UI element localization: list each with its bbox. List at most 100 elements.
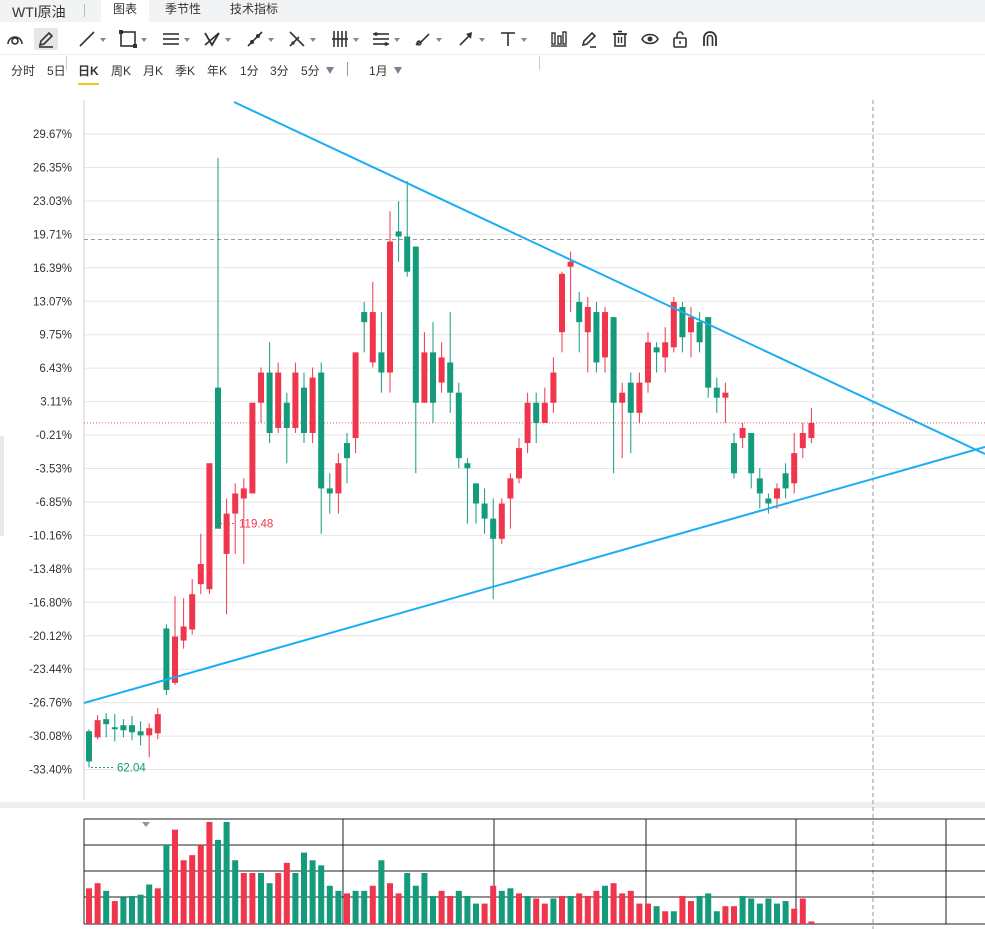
candle-body (791, 453, 798, 484)
candle (799, 422, 806, 459)
candle (335, 453, 342, 514)
side-panel-handle[interactable] (0, 436, 4, 536)
volume-bar (378, 860, 385, 924)
candle-body (438, 357, 445, 383)
candle-body (662, 342, 669, 358)
chevron-down-icon (393, 67, 402, 74)
candle-body (490, 518, 497, 539)
volume-bar (533, 898, 540, 924)
volume-bar (111, 901, 118, 924)
candle (541, 387, 548, 423)
month-select-value: 1月 (369, 64, 388, 78)
volume-bar (774, 903, 780, 924)
text-icon[interactable] (498, 28, 527, 50)
volume-bar (404, 873, 411, 924)
candle-body (481, 503, 488, 519)
volume-bar (318, 865, 325, 924)
candle (584, 296, 591, 373)
period-1min[interactable]: 1分 (240, 64, 259, 78)
volume-bar (361, 890, 368, 924)
period-5min[interactable]: 5分 (301, 62, 334, 79)
pencil-icon[interactable] (34, 28, 58, 50)
measure-icon[interactable] (245, 28, 274, 50)
candle (111, 714, 118, 742)
volume-bar (94, 883, 101, 924)
period-yearly[interactable]: 年K (207, 64, 228, 78)
toolbar-separator (66, 56, 67, 70)
volume-pane (83, 818, 985, 925)
trash-icon[interactable] (610, 28, 630, 50)
candle (232, 483, 239, 554)
volume-bar (154, 888, 161, 924)
candle-body (430, 352, 436, 403)
volume-bar (447, 895, 454, 924)
period-5min-label: 5分 (301, 64, 320, 78)
bar-indicator-icon[interactable] (549, 28, 569, 50)
arrow-icon[interactable] (456, 28, 485, 50)
volume-bar (369, 885, 376, 924)
volume-bar (326, 885, 333, 924)
volume-bar (791, 908, 798, 924)
candle-body (326, 488, 333, 494)
line-icon[interactable] (77, 28, 106, 50)
candle-body (653, 347, 660, 353)
eye-icon[interactable] (640, 28, 660, 50)
volume-bar (344, 893, 350, 924)
period-5day[interactable]: 5日 (47, 64, 66, 78)
candle-body (799, 432, 806, 449)
period-daily[interactable]: 日K (78, 62, 99, 85)
candle-body (636, 382, 643, 413)
volume-bar (258, 873, 264, 924)
tab-chart[interactable]: 图表 (101, 0, 149, 22)
candle-body (335, 463, 342, 494)
volume-bar (507, 888, 514, 924)
candle (507, 473, 514, 529)
candle-body (455, 392, 462, 459)
candle-body (361, 312, 368, 323)
volume-bar (524, 895, 531, 924)
candle-body (240, 488, 247, 499)
fibonacci-icon[interactable] (287, 28, 316, 50)
rectangle-icon[interactable] (118, 28, 147, 50)
candle (266, 342, 273, 444)
parallel-lines-icon[interactable] (161, 28, 190, 50)
candle (705, 317, 712, 398)
month-select[interactable]: 1月 (369, 62, 402, 79)
toolbar-separator (539, 56, 540, 70)
volume-bar (782, 901, 789, 924)
tab-indicators[interactable]: 技术指标 (229, 2, 278, 16)
gann-icon[interactable] (371, 28, 400, 50)
candle (756, 468, 763, 509)
candle (387, 211, 393, 393)
volume-bar (541, 903, 548, 924)
candle (163, 624, 170, 695)
pattern-icon[interactable] (202, 28, 231, 50)
volume-bar (473, 903, 479, 924)
period-monthly[interactable]: 月K (143, 64, 164, 78)
candle (731, 432, 737, 479)
edit-icon[interactable] (579, 28, 599, 50)
candle-body (722, 392, 729, 398)
period-3min[interactable]: 3分 (270, 64, 289, 78)
y-tick-label: -0.21% (36, 430, 72, 442)
period-weekly[interactable]: 周K (111, 64, 132, 78)
candle-body (86, 731, 92, 762)
period-quarterly[interactable]: 季K (175, 64, 196, 78)
volume-bar (636, 903, 643, 924)
magnet-icon[interactable] (5, 28, 25, 50)
candle-body (111, 727, 118, 730)
brush-icon[interactable] (413, 28, 442, 50)
volume-bar (120, 897, 127, 924)
candle (576, 291, 583, 353)
vertical-lines-icon[interactable] (330, 28, 359, 50)
candle (292, 362, 299, 433)
candle (120, 719, 127, 738)
candle (129, 716, 135, 741)
magnet-u-icon[interactable] (700, 28, 720, 50)
lock-icon[interactable] (670, 28, 690, 50)
candle-body (473, 483, 479, 504)
tab-seasonality[interactable]: 季节性 (164, 2, 201, 16)
period-intraday[interactable]: 分时 (11, 64, 36, 78)
y-axis: 29.67% 26.35% 23.03% 19.71% 16.39% 13.07% 9.75… (29, 129, 72, 777)
candlestick-chart[interactable]: 29.67% 26.35% 23.03% 19.71% 16.39% 13.07% 9.75… (0, 84, 985, 929)
